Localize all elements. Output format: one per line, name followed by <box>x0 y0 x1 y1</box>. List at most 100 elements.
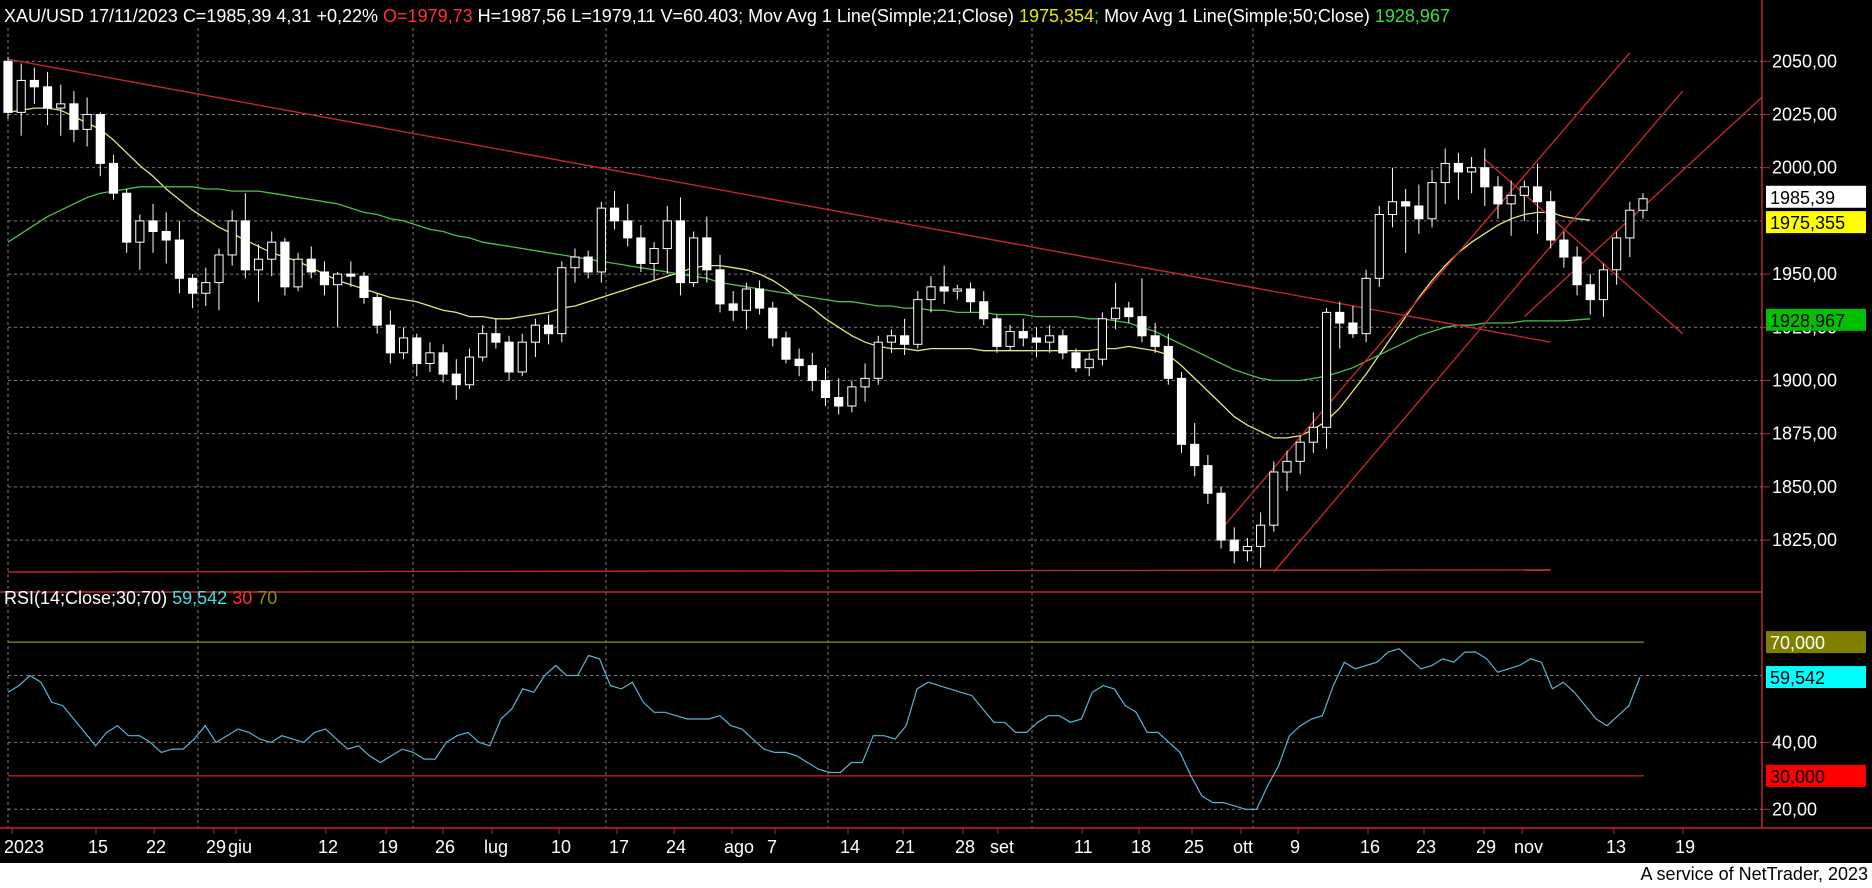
candle-up <box>333 273 343 286</box>
rsi-value-tag: 30,000 <box>1770 767 1825 787</box>
candle-up <box>926 286 936 301</box>
x-tick-label: 13 <box>1606 837 1626 857</box>
price-value-tag: 1975,355 <box>1770 213 1845 233</box>
header-low: L=1979,11 <box>571 6 656 26</box>
candle-up <box>1084 358 1094 369</box>
candle-up <box>1361 277 1371 335</box>
price-tick-label: 1875,00 <box>1772 424 1837 444</box>
header-open: O=1979,73 <box>383 6 473 26</box>
candle-up <box>860 377 870 388</box>
candle-down <box>715 269 725 305</box>
candle-down <box>900 335 910 345</box>
candle-up <box>689 237 699 284</box>
candle-down <box>1190 443 1200 467</box>
candle-down <box>1532 186 1543 203</box>
candle-up <box>227 220 237 256</box>
candle-down <box>807 365 817 381</box>
trendline <box>7 569 1551 573</box>
candle-down <box>1137 316 1147 337</box>
candle-down <box>768 307 778 339</box>
x-tick-label: 16 <box>1360 837 1380 857</box>
credit-text: A service of NetTrader, 2023 <box>1640 864 1868 884</box>
header-ma21-label: Mov Avg 1 Line(Simple;21;Close) <box>748 6 1014 26</box>
price-tick-label: 1900,00 <box>1772 370 1837 390</box>
candle-down <box>1018 331 1028 339</box>
candle-up <box>1097 318 1107 360</box>
rsi-value-tag: 70,000 <box>1770 633 1825 653</box>
candle-down <box>1546 201 1556 241</box>
candle-up <box>267 241 277 260</box>
header-ma21-value: 1975,354 <box>1018 6 1095 26</box>
candle-up <box>1467 167 1477 173</box>
candle-down <box>728 303 738 311</box>
candle-down <box>385 324 395 354</box>
header-symbol: XAU/USD <box>4 6 85 26</box>
candle-down <box>1559 239 1569 258</box>
candle-up <box>741 288 751 311</box>
candle-up <box>1110 307 1121 320</box>
x-tick-label: lug <box>484 837 508 857</box>
header-close: C=1985,39 <box>182 6 272 26</box>
candle-up <box>464 356 475 386</box>
header-volume: V=60.403 <box>660 6 739 26</box>
x-tick-label: 25 <box>1184 837 1204 857</box>
candle-down <box>1348 322 1358 335</box>
candle-up <box>1638 198 1648 211</box>
candle-down <box>1150 335 1160 347</box>
candle-down <box>1493 186 1503 205</box>
candle-down <box>636 237 646 264</box>
candle-up <box>1269 471 1279 526</box>
candle-up <box>253 258 264 271</box>
candle-up <box>16 79 26 113</box>
candle-down <box>1414 205 1424 220</box>
x-tick-label: set <box>990 837 1014 857</box>
candle-up <box>1005 331 1015 347</box>
rsi-header: RSI(14;Close;30;70) 59,542 30 70 <box>4 588 277 609</box>
candle-up <box>1295 441 1305 462</box>
candle-down <box>1335 311 1345 324</box>
candle-down <box>306 258 316 273</box>
header-ma50-value: 1928,967 <box>1374 6 1450 26</box>
candle-up <box>1427 182 1437 220</box>
candle-up <box>1506 194 1516 205</box>
candle-down <box>122 192 132 243</box>
candle-down <box>1585 284 1595 301</box>
candle-down <box>372 296 382 326</box>
candle-down <box>1401 201 1411 207</box>
price-value-tag: 1985,39 <box>1770 188 1835 208</box>
x-tick-label: 11 <box>1074 837 1093 857</box>
candle-down <box>95 113 105 164</box>
candle-up <box>1256 524 1266 547</box>
candle-up <box>1282 460 1292 473</box>
candle-down <box>148 220 158 233</box>
candle-up <box>1321 311 1332 428</box>
rsi-value: 59,542 <box>172 588 228 608</box>
candle-up <box>1045 335 1055 343</box>
candle-down <box>174 239 184 279</box>
header-ma50-label: Mov Avg 1 Line(Simple;50;Close) <box>1104 6 1370 26</box>
price-tick-label: 1825,00 <box>1772 530 1837 550</box>
candle-up <box>1612 237 1622 271</box>
x-tick-label: 19 <box>378 837 398 857</box>
candle-up <box>201 282 211 294</box>
rsi-low: 30 <box>232 588 253 608</box>
credit-bar <box>0 863 1872 888</box>
candle-up <box>886 335 897 343</box>
candle-down <box>794 358 804 367</box>
x-tick-label: 19 <box>1675 837 1695 857</box>
price-tick-label: 2050,00 <box>1772 51 1837 71</box>
candle-up <box>1242 545 1253 552</box>
trendline <box>1220 52 1631 530</box>
candle-up <box>952 288 962 292</box>
candle-up <box>570 256 580 269</box>
candle-up <box>847 386 857 407</box>
x-tick-label: nov <box>1514 837 1543 857</box>
candle-up <box>1387 201 1398 215</box>
candle-up <box>596 207 606 273</box>
candle-down <box>1216 492 1226 541</box>
rsi-high: 70 <box>257 588 278 608</box>
candle-down <box>42 86 53 109</box>
candle-down <box>1163 345 1173 379</box>
header-date: 17/11/2023 <box>89 6 178 26</box>
